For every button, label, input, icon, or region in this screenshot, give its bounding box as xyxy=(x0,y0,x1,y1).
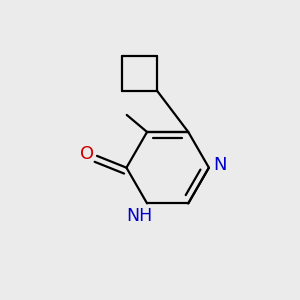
Text: O: O xyxy=(80,146,94,164)
Text: N: N xyxy=(213,156,227,174)
Text: NH: NH xyxy=(127,207,153,225)
